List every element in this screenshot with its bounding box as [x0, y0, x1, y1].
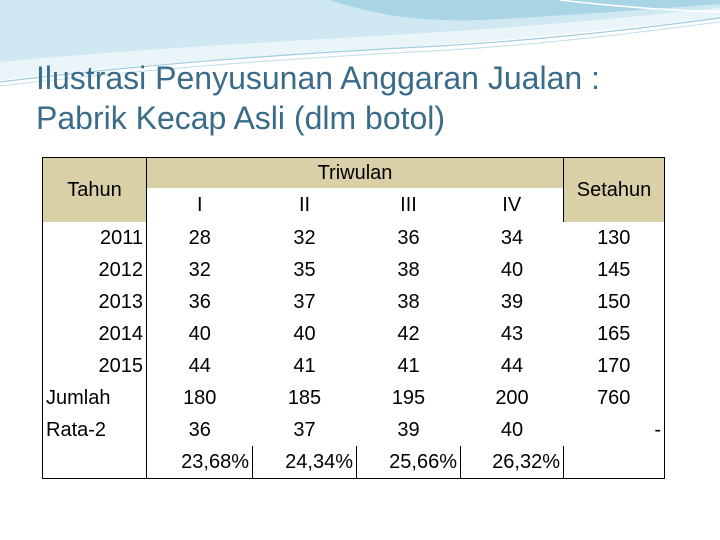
header-quarter: III — [400, 193, 417, 216]
cell-percent: 26,32% — [460, 446, 564, 479]
cell-value: 39 — [500, 290, 524, 313]
page-title: Ilustrasi Penyusunan Anggaran Jualan : P… — [36, 58, 696, 138]
table-row: 2014 40 40 42 43 165 — [42, 318, 665, 350]
cell-value: 36 — [397, 226, 420, 249]
cell-value: 41 — [293, 354, 316, 377]
cell-value: 36 — [188, 290, 211, 313]
cell-total — [564, 446, 665, 479]
header-tahun: Tahun — [42, 157, 147, 222]
cell-value: 32 — [293, 226, 316, 249]
cell-percent: 23,68% — [146, 446, 253, 479]
cell-value: 32 — [188, 258, 211, 281]
row-label: 2011 — [42, 222, 147, 254]
row-label: 2012 — [42, 254, 147, 286]
cell-total: 760 — [597, 386, 631, 409]
header-quarter: II — [298, 193, 311, 216]
header-quarter: IV — [502, 193, 522, 216]
cell-value: 200 — [495, 386, 529, 409]
table-row: 23,68% 24,34% 25,66% 26,32% — [42, 446, 665, 479]
cell-value: 37 — [293, 290, 316, 313]
cell-value: 36 — [188, 418, 211, 441]
cell-value: 180 — [183, 386, 217, 409]
cell-value: 40 — [500, 418, 524, 441]
cell-value: 41 — [397, 354, 420, 377]
cell-total: 165 — [597, 322, 631, 345]
cell-total: - — [654, 418, 661, 441]
row-label: 2015 — [42, 350, 147, 382]
cell-value: 38 — [397, 290, 420, 313]
cell-value: 40 — [293, 322, 316, 345]
cell-value: 34 — [500, 226, 524, 249]
row-label: 2013 — [42, 286, 147, 318]
cell-total: 170 — [597, 354, 631, 377]
header-setahun: Setahun — [563, 157, 665, 222]
table-row: Jumlah 180 185 195 200 760 — [42, 382, 665, 414]
table-row: 2013 36 37 38 39 150 — [42, 286, 665, 318]
header-quarter: I — [196, 193, 203, 216]
cell-value: 38 — [397, 258, 420, 281]
row-label: 2014 — [42, 318, 147, 350]
cell-total: 130 — [597, 226, 631, 249]
cell-value: 44 — [500, 354, 524, 377]
cell-value: 40 — [500, 258, 524, 281]
cell-value: 43 — [500, 322, 524, 345]
title-line-1: Ilustrasi Penyusunan Anggaran Jualan : — [36, 60, 600, 96]
row-label: Rata-2 — [42, 414, 147, 446]
header-triwulan: Triwulan — [146, 157, 564, 188]
cell-value: 42 — [397, 322, 420, 345]
cell-value: 28 — [188, 226, 211, 249]
cell-value: 39 — [397, 418, 420, 441]
cell-value: 35 — [293, 258, 316, 281]
cell-value: 185 — [287, 386, 322, 409]
cell-value: 195 — [391, 386, 426, 409]
cell-percent: 24,34% — [252, 446, 357, 479]
cell-total: 150 — [597, 290, 631, 313]
sales-budget-table: Tahun Triwulan Setahun I II III IV 2011 … — [42, 157, 665, 479]
title-line-2: Pabrik Kecap Asli (dlm botol) — [36, 100, 446, 136]
cell-value: 37 — [293, 418, 316, 441]
table-row: 2011 28 32 36 34 130 — [42, 222, 665, 254]
cell-value: 40 — [188, 322, 211, 345]
cell-total: 145 — [597, 258, 631, 281]
cell-value: 44 — [188, 354, 211, 377]
header-wave-decoration — [0, 0, 720, 87]
table-row: 2012 32 35 38 40 145 — [42, 254, 665, 286]
cell-percent: 25,66% — [356, 446, 461, 479]
row-label — [42, 446, 147, 479]
table-row: Rata-2 36 37 39 40 - — [42, 414, 665, 446]
table-row: 2015 44 41 41 44 170 — [42, 350, 665, 382]
row-label: Jumlah — [42, 382, 147, 414]
